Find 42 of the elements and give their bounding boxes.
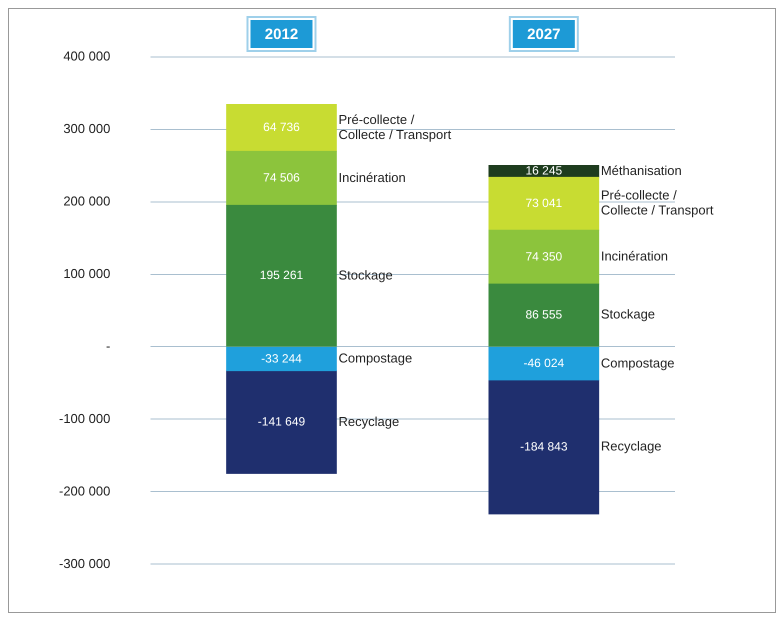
y-tick-label: 300 000 bbox=[63, 120, 110, 136]
text: Incinération bbox=[600, 248, 668, 264]
data-label: 195 261 bbox=[260, 268, 304, 282]
bar bbox=[226, 346, 337, 372]
text: Recyclage bbox=[600, 438, 662, 454]
y-tick-label: 100 000 bbox=[63, 266, 110, 281]
data-label: 64 736 bbox=[263, 120, 300, 134]
y-tick-label: 400 000 bbox=[63, 48, 110, 64]
data-label: -141 649 bbox=[258, 414, 306, 428]
y-tick-label: - bbox=[106, 338, 110, 354]
y-tick-label: -300 000 bbox=[58, 556, 110, 571]
y-tick-label: -100 000 bbox=[58, 410, 110, 426]
bar bbox=[488, 284, 600, 347]
y-tick-label: 200 000 bbox=[63, 193, 110, 208]
data-label: 74 350 bbox=[525, 249, 563, 264]
series-label: Incinération bbox=[338, 170, 406, 185]
data-label: 74 506 bbox=[263, 170, 300, 185]
text: Pré-collecte / Collecte / Transport bbox=[600, 188, 714, 218]
text: Compostage bbox=[600, 355, 675, 370]
series-label: Recyclage bbox=[338, 414, 400, 429]
series-label: Pré-collecte / Collecte / Transport bbox=[338, 112, 452, 142]
data-label: -184 843 bbox=[520, 439, 568, 454]
y-tick-label: -200 000 bbox=[58, 483, 110, 498]
series-label: Stockage bbox=[338, 267, 393, 282]
series-label: Méthanisation bbox=[600, 162, 682, 178]
bar bbox=[488, 176, 600, 230]
data-label: -46 024 bbox=[523, 356, 565, 370]
data-label: -33 244 bbox=[261, 351, 302, 366]
bar bbox=[488, 230, 600, 284]
data-label: 73 041 bbox=[525, 196, 563, 210]
bar bbox=[226, 204, 337, 347]
x-tick-label: 2012 bbox=[264, 26, 298, 44]
bar bbox=[226, 150, 337, 206]
data-label: 86 555 bbox=[525, 307, 563, 322]
data-label: 16 245 bbox=[525, 164, 563, 178]
x-tick-label: 2027 bbox=[527, 26, 561, 44]
text: Stockage bbox=[600, 306, 656, 322]
series-label: Compostage bbox=[338, 350, 412, 366]
bar bbox=[226, 104, 337, 152]
bar bbox=[488, 380, 600, 514]
bar bbox=[488, 346, 600, 380]
bar bbox=[226, 370, 337, 474]
